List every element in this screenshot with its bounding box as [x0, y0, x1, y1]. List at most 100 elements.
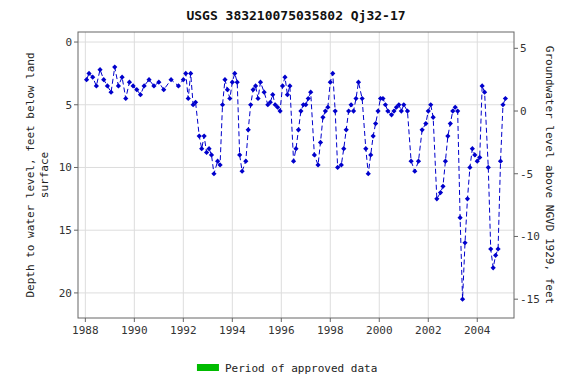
x-tick-label: 2004 — [464, 324, 491, 337]
data-point — [500, 102, 505, 107]
data-point — [108, 90, 113, 95]
data-point — [202, 134, 207, 139]
data-point — [445, 134, 450, 139]
data-point — [293, 146, 298, 151]
data-point — [277, 108, 282, 113]
data-point — [86, 71, 91, 76]
data-line — [87, 67, 506, 299]
y-tick — [74, 104, 78, 105]
data-point — [472, 152, 477, 157]
y2-tick — [514, 173, 518, 174]
y-tick-label: 10 — [59, 161, 72, 174]
data-point — [353, 96, 358, 101]
y2-tick-label: -15 — [520, 293, 540, 306]
data-point — [320, 115, 325, 120]
grid-line — [330, 32, 331, 318]
data-point — [428, 102, 433, 107]
data-point — [134, 87, 139, 92]
data-point — [168, 77, 173, 82]
x-tick — [232, 318, 233, 322]
data-point — [431, 115, 436, 120]
data-point — [363, 146, 368, 151]
y2-tick-label: 0 — [520, 105, 527, 118]
data-point — [287, 83, 292, 88]
y-tick-label: 5 — [65, 99, 72, 112]
axes: 1988199019921994199619982000200220040510… — [59, 36, 540, 337]
data-point — [351, 108, 356, 113]
data-point — [360, 96, 365, 101]
legend-label: Period of approved data — [225, 362, 377, 375]
data-point — [333, 108, 338, 113]
data-point — [237, 152, 242, 157]
data-point — [312, 152, 317, 157]
data-point — [423, 121, 428, 126]
data-point — [270, 92, 275, 97]
data-point — [90, 75, 95, 80]
x-tick — [330, 318, 331, 322]
data-point — [328, 80, 333, 85]
data-point — [308, 90, 313, 95]
x-tick-label: 2000 — [366, 324, 393, 337]
grid-line — [232, 32, 233, 318]
x-tick — [85, 318, 86, 322]
chart-title: USGS 383210075035802 Qj32-17 — [186, 8, 405, 23]
data-point — [303, 102, 308, 107]
grid-line — [78, 167, 514, 168]
data-point — [375, 108, 380, 113]
data-point — [405, 108, 410, 113]
data-point — [243, 159, 248, 164]
data-point — [339, 162, 344, 167]
data-point — [448, 121, 453, 126]
data-point — [227, 96, 232, 101]
data-point — [222, 77, 227, 82]
x-tick-label: 2002 — [415, 324, 442, 337]
data-point — [291, 159, 296, 164]
x-tick-label: 1988 — [72, 324, 99, 337]
data-point — [127, 80, 132, 85]
data-point — [366, 171, 371, 176]
data-point — [119, 75, 124, 80]
x-tick — [134, 318, 135, 322]
data-point — [262, 90, 267, 95]
data-point — [356, 80, 361, 85]
data-point — [503, 96, 508, 101]
data-point — [462, 240, 467, 245]
data-point — [401, 102, 406, 107]
grid-line — [78, 230, 514, 231]
data-point — [380, 96, 385, 101]
data-point — [282, 75, 287, 80]
data-point — [440, 184, 445, 189]
y2-tick — [514, 299, 518, 300]
data-point — [373, 121, 378, 126]
data-point — [255, 96, 260, 101]
data-point — [156, 80, 161, 85]
data-point — [396, 102, 401, 107]
data-point — [209, 152, 214, 157]
x-tick — [428, 318, 429, 322]
grid-line — [134, 32, 135, 318]
data-point — [268, 100, 273, 105]
grid-line — [78, 42, 514, 43]
y2-axis-label: Groundwater level above NGVD 1929, feet — [543, 46, 556, 304]
data-point — [477, 155, 482, 160]
data-point — [197, 134, 202, 139]
data-point — [116, 83, 121, 88]
data-point — [181, 77, 186, 82]
y2-tick-label: -10 — [520, 230, 540, 243]
data-point — [161, 87, 166, 92]
data-point — [306, 96, 311, 101]
data-point — [412, 169, 417, 174]
data-point — [232, 71, 237, 76]
x-tick — [379, 318, 380, 322]
data-point — [142, 83, 147, 88]
data-point — [399, 108, 404, 113]
data-point — [383, 102, 388, 107]
x-tick-label: 1990 — [121, 324, 148, 337]
data-point — [97, 67, 102, 72]
data-point — [368, 152, 373, 157]
y-tick — [74, 42, 78, 43]
data-point — [318, 140, 323, 145]
data-point — [434, 196, 439, 201]
data-point — [460, 297, 465, 302]
y-tick — [74, 230, 78, 231]
